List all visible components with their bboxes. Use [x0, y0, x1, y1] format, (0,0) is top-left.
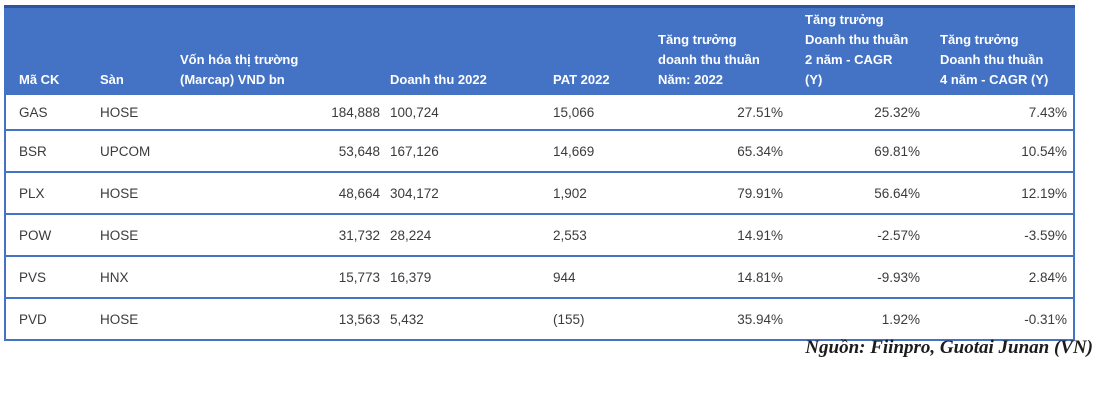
table-cell: HNX	[100, 269, 129, 285]
table-cell: HOSE	[100, 104, 139, 120]
table-cell: 48,664	[338, 185, 380, 201]
table-cell: PLX	[19, 185, 45, 201]
table-cell: 2.84%	[1028, 269, 1067, 285]
table-cell: 15,773	[338, 269, 380, 285]
column-header: Vốn hóa thị trường (Marcap) VND bn	[180, 52, 299, 87]
table-body: GAS HOSE 184,888 100,724 15,066 27.51% 25.32% 7…	[4, 95, 1075, 341]
table-cell: 12.19%	[1021, 185, 1067, 201]
table-row: PVS HNX 15,773 16,379 944 14.81% -9.93% 2.84%	[6, 257, 1073, 299]
table-cell: 14.91%	[737, 227, 783, 243]
table-cell: 13,563	[338, 311, 380, 327]
column-header: Tăng trưởng doanh thu thuần Năm: 2022	[658, 32, 760, 87]
column-header: Doanh thu 2022	[390, 72, 487, 87]
table-cell: 27.51%	[737, 104, 783, 120]
table-cell: -0.31%	[1024, 311, 1067, 327]
table-header-row: Mã CK Sàn Vốn hóa thị trường (Marcap) VND …	[4, 5, 1075, 95]
table-cell: 7.43%	[1028, 104, 1067, 120]
table-cell: 79.91%	[737, 185, 783, 201]
table-cell: 944	[553, 269, 576, 285]
table-cell: 35.94%	[737, 311, 783, 327]
table-cell: 28,224	[390, 227, 432, 243]
table-cell: 1,902	[553, 185, 587, 201]
table-cell: POW	[19, 227, 52, 243]
column-header: Sàn	[100, 72, 124, 87]
column-header: Tăng trưởng Doanh thu thuần 2 năm - CAGR…	[805, 12, 909, 87]
table-cell: PVD	[19, 311, 47, 327]
table-cell: -3.59%	[1024, 227, 1067, 243]
table-row: PLX HOSE 48,664 304,172 1,902 79.91% 56.64% 12.…	[6, 173, 1073, 215]
table-row: POW HOSE 31,732 28,224 2,553 14.91% -2.57% -3.5…	[6, 215, 1073, 257]
table-row: BSR UPCOM 53,648 167,126 14,669 65.34% 69.81% 1…	[6, 131, 1073, 173]
table-cell: -9.93%	[877, 269, 920, 285]
source-note: Nguồn: Fiinpro, Guotai Junan (VN)	[805, 337, 1093, 358]
table-row: GAS HOSE 184,888 100,724 15,066 27.51% 25.32% 7…	[6, 95, 1073, 131]
table-row: PVD HOSE 13,563 5,432 (155) 35.94% 1.92% -0.31%	[6, 299, 1073, 341]
table-cell: 184,888	[331, 104, 380, 120]
table-cell: 1.92%	[881, 311, 920, 327]
table-cell: 10.54%	[1021, 143, 1067, 159]
table-cell: 100,724	[390, 104, 439, 120]
table-cell: 2,553	[553, 227, 587, 243]
table-cell: 56.64%	[874, 185, 920, 201]
table-cell: 53,648	[338, 143, 380, 159]
column-header: PAT 2022	[553, 72, 610, 87]
table-cell: 69.81%	[874, 143, 920, 159]
table-cell: 14.81%	[737, 269, 783, 285]
table-cell: HOSE	[100, 227, 139, 243]
table-cell: 5,432	[390, 311, 424, 327]
table-cell: 16,379	[390, 269, 432, 285]
table-cell: -2.57%	[877, 227, 920, 243]
table-cell: 15,066	[553, 104, 595, 120]
financial-table: Mã CK Sàn Vốn hóa thị trường (Marcap) VND …	[4, 5, 1075, 341]
table-cell: 25.32%	[874, 104, 920, 120]
column-header: Mã CK	[19, 72, 60, 87]
table-cell: HOSE	[100, 185, 139, 201]
table-cell: 31,732	[338, 227, 380, 243]
table-cell: UPCOM	[100, 143, 151, 159]
table-cell: 167,126	[390, 143, 439, 159]
table-cell: GAS	[19, 104, 48, 120]
table-cell: 14,669	[553, 143, 595, 159]
table-cell: (155)	[553, 311, 585, 327]
table-cell: HOSE	[100, 311, 139, 327]
table-cell: PVS	[19, 269, 47, 285]
column-header: Tăng trưởng Doanh thu thuần 4 năm - CAGR…	[940, 32, 1049, 87]
table-cell: 65.34%	[737, 143, 783, 159]
table-cell: 304,172	[390, 185, 439, 201]
table-cell: BSR	[19, 143, 47, 159]
